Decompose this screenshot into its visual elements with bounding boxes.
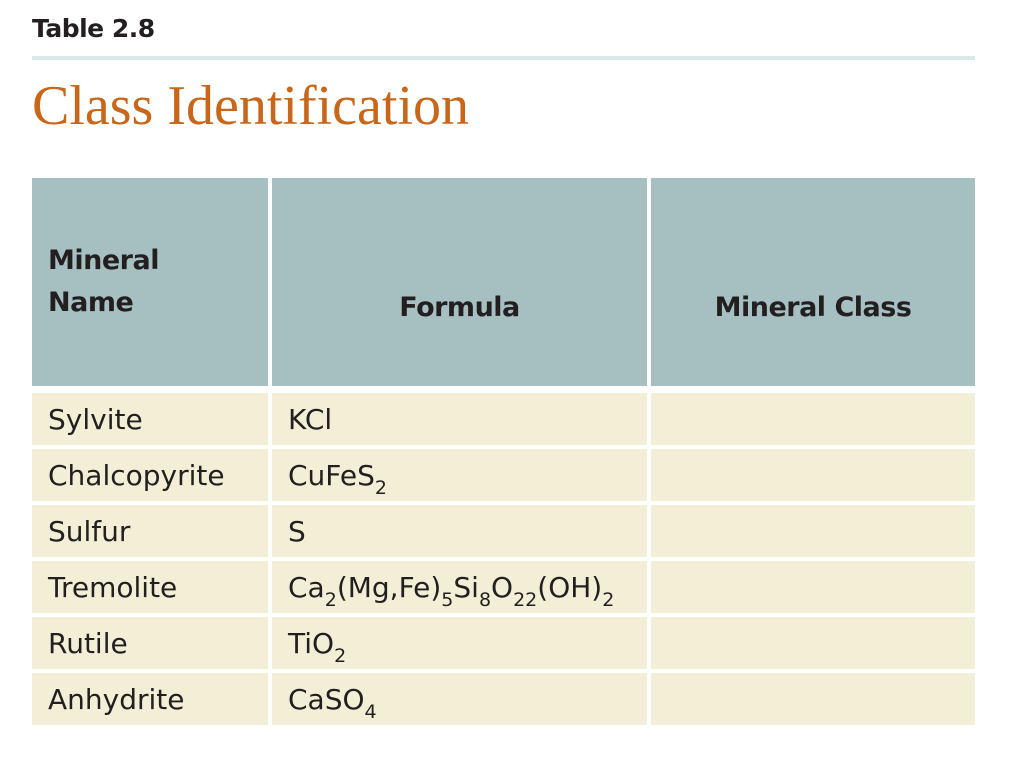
header-row: Mineral Name Formula Mineral Class [32,178,975,386]
formula-subscript: 8 [478,588,492,611]
mineral-class-cell[interactable] [651,386,975,445]
divider [32,56,975,60]
mineral-class-cell[interactable] [651,669,975,725]
table-row: Rutile TiO2 [32,613,975,669]
formula-cell: CaSO4 [272,669,651,725]
formula-cell: S [272,501,651,557]
formula-text: O [491,570,514,604]
formula-text: Ca [288,570,325,604]
formula-text: (OH) [537,570,603,604]
formula-subscript: 2 [602,588,615,611]
table-row: Tremolite Ca2(Mg,Fe)5Si8O22(OH)2 [32,557,975,613]
formula-cell: KCl [272,386,651,445]
mineral-name-cell: Chalcopyrite [32,445,272,501]
formula-subscript: 4 [364,700,377,723]
mineral-name-cell: Sulfur [32,501,272,557]
formula-text: S [288,514,306,548]
mineral-table: Mineral Name Formula Mineral Class Sylvi… [32,178,975,725]
formula-text: KCl [288,402,333,436]
formula-cell: Ca2(Mg,Fe)5Si8O22(OH)2 [272,557,651,613]
formula-subscript: 22 [513,588,538,611]
formula-text: CaSO [288,682,365,716]
formula-subscript: 2 [324,588,337,611]
mineral-class-cell[interactable] [651,445,975,501]
mineral-name-cell: Sylvite [32,386,272,445]
header-formula: Formula [272,178,651,386]
page-title: Class Identification [32,75,470,137]
mineral-class-cell[interactable] [651,557,975,613]
formula-text: CuFeS [288,458,375,492]
table-row: Sulfur S [32,501,975,557]
header-mineral-name: Mineral Name [32,178,272,386]
formula-subscript: 2 [334,644,347,667]
formula-subscript: 2 [374,476,387,499]
table-number: Table 2.8 [32,14,155,43]
mineral-name-cell: Tremolite [32,557,272,613]
formula-cell: CuFeS2 [272,445,651,501]
formula-subscript: 5 [441,588,454,611]
table-row: Chalcopyrite CuFeS2 [32,445,975,501]
formula-text: Si [453,570,479,604]
formula-text: (Mg,Fe) [336,570,442,604]
mineral-name-cell: Rutile [32,613,272,669]
formula-text: TiO [288,626,335,660]
mineral-name-cell: Anhydrite [32,669,272,725]
header-mineral-class: Mineral Class [651,178,975,386]
formula-cell: TiO2 [272,613,651,669]
table-row: Sylvite KCl [32,386,975,445]
table-row: Anhydrite CaSO4 [32,669,975,725]
mineral-class-cell[interactable] [651,501,975,557]
mineral-class-cell[interactable] [651,613,975,669]
